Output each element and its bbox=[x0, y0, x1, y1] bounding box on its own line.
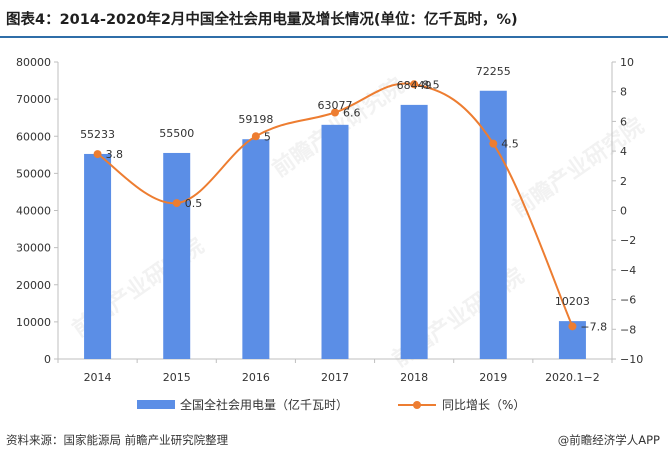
y-left-tick-label: 50000 bbox=[16, 167, 51, 180]
title-divider bbox=[0, 36, 668, 38]
bar-value-label: 68449 bbox=[397, 79, 432, 92]
growth-value-label: 5 bbox=[264, 130, 271, 143]
line-group bbox=[93, 80, 577, 331]
bar bbox=[400, 104, 428, 359]
y-left-tick-label: 30000 bbox=[16, 242, 51, 255]
bar-value-label: 10203 bbox=[555, 295, 590, 308]
growth-point bbox=[331, 108, 339, 117]
y-left-tick-label: 20000 bbox=[16, 279, 51, 292]
bar-value-label: 72255 bbox=[476, 65, 511, 78]
bar-value-label: 55233 bbox=[80, 128, 115, 141]
source-note: 资料来源：国家能源局 前瞻产业研究院整理 bbox=[6, 433, 229, 447]
y-right-tick-label: 2 bbox=[620, 175, 627, 188]
y-left-tick-label: 70000 bbox=[16, 93, 51, 106]
bar-value-label: 55500 bbox=[159, 127, 194, 140]
labels-group: 55233 55500 59198 63077 68449 72255 10203 3.8 0.… bbox=[80, 65, 607, 334]
growth-point bbox=[93, 150, 102, 159]
y-right-tick-label: 6 bbox=[620, 115, 627, 128]
x-tick-label: 2016 bbox=[242, 371, 270, 384]
y-right-tick-label: −8 bbox=[620, 323, 636, 336]
growth-value-label: 6.6 bbox=[343, 106, 361, 119]
growth-point bbox=[410, 80, 419, 89]
y-right-tick-label: −10 bbox=[620, 353, 643, 366]
y-right-tick-label: 4 bbox=[620, 145, 627, 158]
bars-group bbox=[84, 90, 586, 360]
growth-point bbox=[489, 139, 498, 148]
y-right-tick-label: −4 bbox=[620, 264, 636, 277]
growth-value-label: 0.5 bbox=[185, 197, 203, 210]
bar bbox=[242, 139, 270, 359]
growth-point bbox=[568, 322, 577, 331]
x-tick-label: 2017 bbox=[321, 371, 349, 384]
y-left-tick-label: 10000 bbox=[16, 316, 51, 329]
chart-title: 图表4：2014-2020年2月中国全社会用电量及增长情况(单位：亿千瓦时，%) bbox=[6, 12, 518, 28]
legend-bar-label: 全国全社会用电量（亿千瓦时） bbox=[180, 397, 348, 412]
brand-note: @前瞻经济学人APP bbox=[557, 433, 660, 447]
x-tick-label: 2018 bbox=[400, 371, 428, 384]
bar bbox=[84, 153, 112, 359]
x-tick-label: 2019 bbox=[479, 371, 507, 384]
x-tick-label: 2014 bbox=[84, 371, 112, 384]
growth-point bbox=[251, 132, 260, 141]
y-left-tick-label: 40000 bbox=[16, 205, 51, 218]
legend-line-marker bbox=[413, 401, 421, 409]
growth-value-label: 3.8 bbox=[106, 148, 124, 161]
growth-value-label: 8.5 bbox=[422, 78, 440, 91]
growth-value-label: 4.5 bbox=[501, 138, 519, 151]
y-right-tick-label: −6 bbox=[620, 294, 636, 307]
y-left-tick-label: 0 bbox=[44, 353, 51, 366]
bar bbox=[321, 124, 349, 360]
bar-value-label: 63077 bbox=[318, 99, 353, 112]
y-left-tick-label: 60000 bbox=[16, 130, 51, 143]
y-right-tick-label: −2 bbox=[620, 234, 636, 247]
growth-value-label: −7.8 bbox=[580, 320, 607, 333]
y-right-tick-label: 8 bbox=[620, 86, 627, 99]
x-tick-label: 2015 bbox=[163, 371, 191, 384]
x-tick-label: 2020.1−2 bbox=[545, 371, 600, 384]
bar bbox=[163, 152, 191, 359]
legend-line-label: 同比增长（%） bbox=[442, 398, 525, 412]
legend-bar-swatch bbox=[137, 400, 175, 409]
y-left-tick-label: 80000 bbox=[16, 56, 51, 69]
axes-group: 0 10000 20000 30000 40000 50000 60000 70000 8000… bbox=[16, 56, 643, 384]
growth-point bbox=[172, 199, 181, 208]
legend-group: 全国全社会用电量（亿千瓦时） 同比增长（%） bbox=[137, 397, 525, 412]
bar bbox=[479, 90, 507, 360]
y-right-tick-label: 0 bbox=[620, 205, 627, 218]
bar-value-label: 59198 bbox=[238, 113, 273, 126]
y-right-tick-label: 10 bbox=[620, 56, 634, 69]
